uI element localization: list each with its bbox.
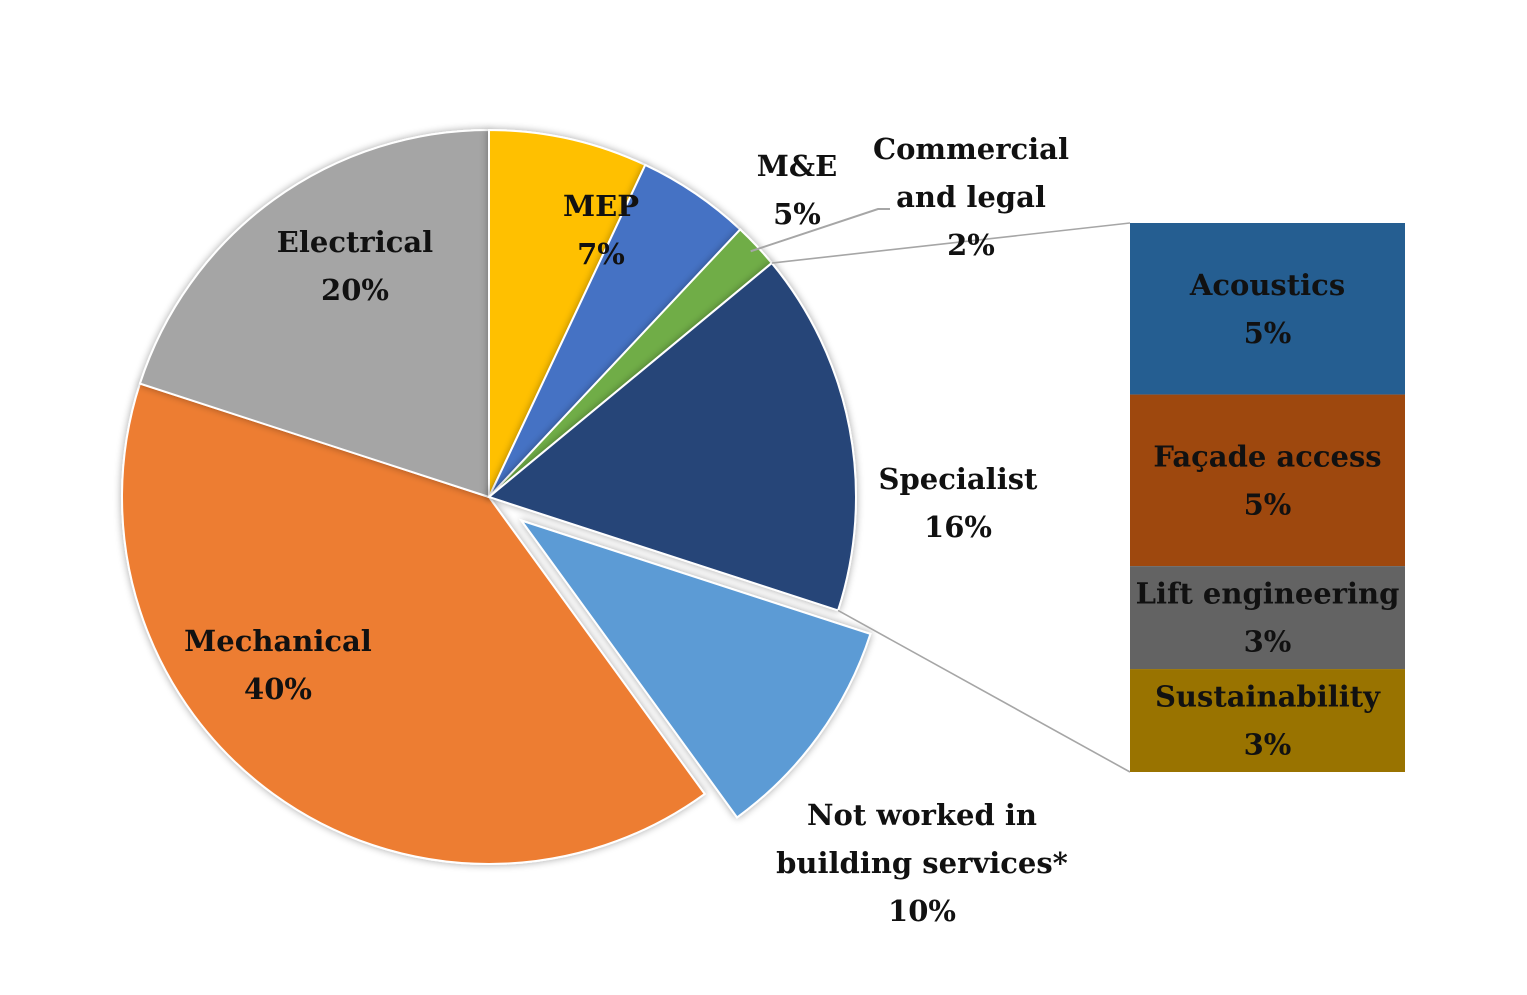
pie-to-bar-connectors	[750, 208, 1131, 773]
data-labels: Mechanical 40% Electrical 20% MEP 7% M&E 5% Comm…	[184, 132, 1399, 928]
label-mechanical: Mechanical 40%	[184, 624, 372, 706]
label-commercial: Commercial and legal 2%	[873, 132, 1069, 262]
label-acoustics: Acoustics 5%	[1189, 268, 1345, 350]
pie-slice-mechanical	[121, 382, 707, 865]
label-mep: MEP 7%	[563, 189, 639, 271]
label-acoustics-line-1: 5%	[1244, 316, 1292, 350]
label-mechanical-line-0: Mechanical	[184, 624, 372, 658]
label-me: M&E 5%	[757, 149, 837, 231]
bar-segment-lift-engineering	[1130, 566, 1405, 670]
label-specialist: Specialist 16%	[879, 462, 1038, 544]
label-not-worked-line-2: 10%	[888, 894, 956, 928]
pie-slice-electrical	[138, 128, 490, 499]
label-sustainability: Sustainability 3%	[1155, 680, 1381, 762]
label-lift: Lift engineering 3%	[1136, 577, 1400, 659]
bar-segment-sustainability	[1130, 669, 1405, 772]
label-sustainability-line-1: 3%	[1244, 728, 1292, 762]
pie-slice-specialist	[486, 261, 857, 612]
label-electrical-line-0: Electrical	[277, 225, 433, 259]
label-commercial-line-1: and legal	[896, 180, 1046, 214]
label-specialist-line-1: 16%	[924, 510, 992, 544]
label-mechanical-line-1: 40%	[244, 672, 312, 706]
bar-segment-fa-ade-access	[1130, 394, 1405, 567]
label-me-line-1: 5%	[773, 197, 821, 231]
label-facade: Façade access 5%	[1153, 439, 1381, 521]
label-not-worked-line-1: building services*	[776, 846, 1068, 880]
label-commercial-line-0: Commercial	[873, 132, 1069, 166]
commercial-leader-line	[750, 208, 890, 253]
label-facade-line-1: 5%	[1244, 487, 1292, 521]
label-specialist-line-0: Specialist	[879, 462, 1038, 496]
label-commercial-line-2: 2%	[947, 228, 995, 262]
label-facade-line-0: Façade access	[1153, 439, 1381, 473]
label-me-line-0: M&E	[757, 149, 837, 183]
label-not-worked: Not worked in building services* 10%	[776, 798, 1068, 928]
connector-top	[771, 222, 1131, 264]
connector-bottom	[837, 609, 1131, 773]
label-acoustics-line-0: Acoustics	[1189, 268, 1345, 302]
label-mep-line-1: 7%	[577, 237, 625, 271]
label-not-worked-line-0: Not worked in	[807, 798, 1037, 832]
label-electrical: Electrical 20%	[277, 225, 433, 307]
label-lift-line-1: 3%	[1244, 625, 1292, 659]
pie-slice-not-worked-in-building-services	[518, 518, 872, 819]
label-electrical-line-1: 20%	[321, 273, 389, 307]
bar-segment-acoustics	[1130, 223, 1405, 395]
breakdown-bar	[1130, 223, 1405, 772]
pie	[121, 128, 872, 865]
label-lift-line-0: Lift engineering	[1136, 577, 1400, 611]
pie-slice-mep	[488, 128, 647, 498]
label-sustainability-line-0: Sustainability	[1155, 680, 1381, 714]
label-mep-line-0: MEP	[563, 189, 639, 223]
